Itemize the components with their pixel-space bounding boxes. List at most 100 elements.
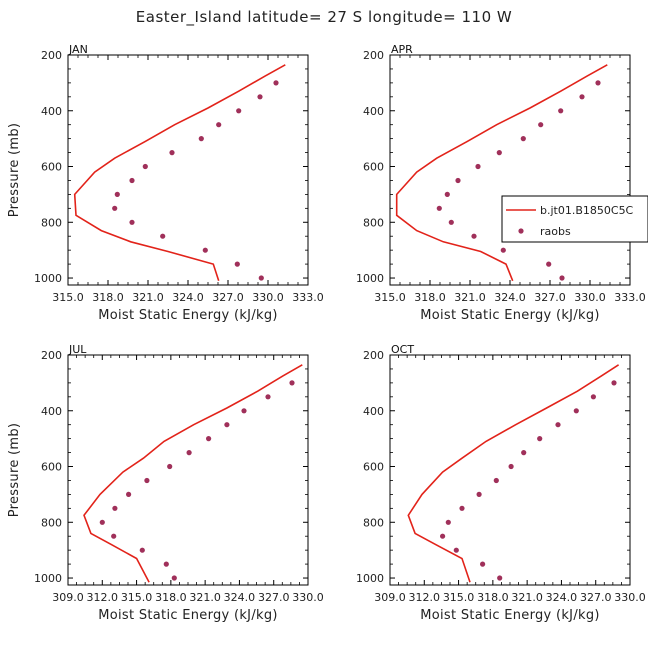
y-axis-title: Pressure (mb) — [7, 123, 22, 218]
data-point-raobs — [453, 547, 459, 553]
x-tick-label: 312.0 — [409, 591, 441, 604]
x-tick-label: 333.0 — [292, 291, 324, 304]
data-point-raobs — [202, 247, 208, 253]
y-tick-label: 1000 — [356, 572, 384, 585]
data-point-raobs — [216, 122, 222, 128]
x-tick-label: 324.0 — [546, 591, 578, 604]
data-point-raobs — [167, 463, 173, 470]
data-point-raobs — [224, 422, 230, 428]
x-tick-label: 315.0 — [374, 291, 406, 304]
data-point-raobs — [559, 275, 565, 281]
data-point-raobs — [590, 394, 597, 400]
y-tick-label: 800 — [363, 216, 384, 229]
data-point-raobs — [595, 80, 601, 86]
x-tick-label: 315.0 — [121, 591, 153, 604]
data-point-raobs — [171, 575, 177, 581]
x-tick-label: 330.0 — [614, 591, 646, 604]
series-line-model — [83, 364, 303, 583]
y-tick-label: 200 — [363, 49, 384, 62]
x-tick-label: 318.0 — [414, 291, 446, 304]
data-point-raobs — [206, 436, 212, 442]
x-tick-label: 327.0 — [534, 291, 566, 304]
data-point-raobs — [186, 450, 192, 456]
x-tick-label: 309.0 — [52, 591, 84, 604]
data-point-raobs — [265, 394, 271, 400]
plot-frame — [389, 354, 631, 586]
plot-frame — [67, 354, 309, 586]
data-point-raobs — [258, 275, 264, 281]
data-point-raobs — [558, 108, 564, 114]
data-point-raobs — [538, 122, 544, 128]
data-point-raobs — [198, 136, 204, 142]
x-axis-title: Moist Static Energy (kJ/kg) — [420, 608, 600, 623]
legend-box — [501, 195, 648, 243]
data-point-raobs — [236, 108, 242, 114]
data-point-raobs — [273, 80, 279, 86]
data-point-raobs — [289, 380, 295, 386]
x-tick-label: 312.0 — [87, 591, 119, 604]
y-tick-label: 1000 — [34, 272, 62, 285]
panel-label: OCT — [391, 343, 414, 356]
data-point-raobs — [445, 519, 451, 525]
x-tick-label: 327.0 — [212, 291, 244, 304]
chart-panel-oct: OCT 309.0 312.0 315.0 318.0 321.0 324.0 327.0 33… — [356, 343, 646, 623]
x-tick-label: 330.0 — [292, 591, 324, 604]
x-tick-label: 324.0 — [172, 291, 204, 304]
data-point-raobs — [169, 150, 175, 156]
data-point-raobs — [508, 463, 514, 470]
legend-label-model: b.jt01.B1850C5C — [540, 204, 634, 217]
data-point-raobs — [459, 505, 465, 511]
data-point-raobs — [234, 261, 240, 267]
x-tick-label: 318.0 — [477, 591, 509, 604]
x-tick-label: 330.0 — [252, 291, 284, 304]
x-axis-title: Moist Static Energy (kJ/kg) — [98, 308, 278, 323]
y-tick-label: 200 — [41, 349, 62, 362]
data-point-raobs — [112, 205, 118, 211]
data-point-raobs — [163, 561, 169, 567]
legend: b.jt01.B1850C5C raobs — [501, 195, 648, 243]
y-tick-label: 1000 — [356, 272, 384, 285]
data-point-raobs — [440, 533, 446, 539]
chart-panel-apr: APR 315.0 318.0 321.0 324.0 327.0 330.0 333.0 20… — [356, 43, 646, 323]
x-tick-label: 315.0 — [443, 591, 475, 604]
data-point-raobs — [144, 477, 150, 484]
figure-title: Easter_Island latitude= 27 S longitude= … — [136, 8, 512, 27]
data-point-raobs — [573, 408, 579, 414]
data-point-raobs — [241, 408, 247, 414]
x-tick-label: 327.0 — [580, 591, 612, 604]
series-line-model — [395, 64, 608, 282]
data-point-raobs — [111, 533, 117, 539]
y-tick-label: 600 — [41, 161, 62, 174]
data-point-raobs — [546, 261, 552, 267]
x-axis-title: Moist Static Energy (kJ/kg) — [420, 308, 600, 323]
series-line-model — [73, 64, 286, 282]
data-point-raobs — [112, 505, 118, 511]
x-axis-title: Moist Static Energy (kJ/kg) — [98, 608, 278, 623]
data-point-raobs — [99, 519, 105, 525]
data-point-raobs — [160, 233, 166, 239]
x-tick-label: 321.0 — [511, 591, 543, 604]
data-point-raobs — [611, 380, 617, 386]
y-tick-label: 400 — [41, 405, 62, 418]
data-point-raobs — [497, 575, 503, 581]
y-tick-label: 1000 — [34, 572, 62, 585]
data-point-raobs — [436, 205, 442, 211]
x-tick-label: 330.0 — [574, 291, 606, 304]
data-point-raobs — [444, 191, 450, 197]
data-point-raobs — [257, 94, 263, 100]
y-axis-title: Pressure (mb) — [7, 423, 22, 518]
data-point-raobs — [537, 436, 543, 442]
x-tick-label: 309.0 — [374, 591, 406, 604]
data-point-raobs — [480, 561, 486, 567]
data-point-raobs — [139, 547, 145, 553]
data-point-raobs — [521, 450, 527, 456]
x-tick-label: 324.0 — [494, 291, 526, 304]
data-point-raobs — [500, 247, 506, 253]
data-point-raobs — [476, 491, 482, 497]
y-tick-label: 600 — [363, 161, 384, 174]
chart-panel-jan: JAN 315.0 318.0 321.0 324.0 327.0 330.0 333.0 20… — [7, 43, 324, 323]
panel-label: APR — [391, 43, 413, 56]
data-point-raobs — [555, 422, 561, 428]
y-tick-label: 400 — [363, 105, 384, 118]
